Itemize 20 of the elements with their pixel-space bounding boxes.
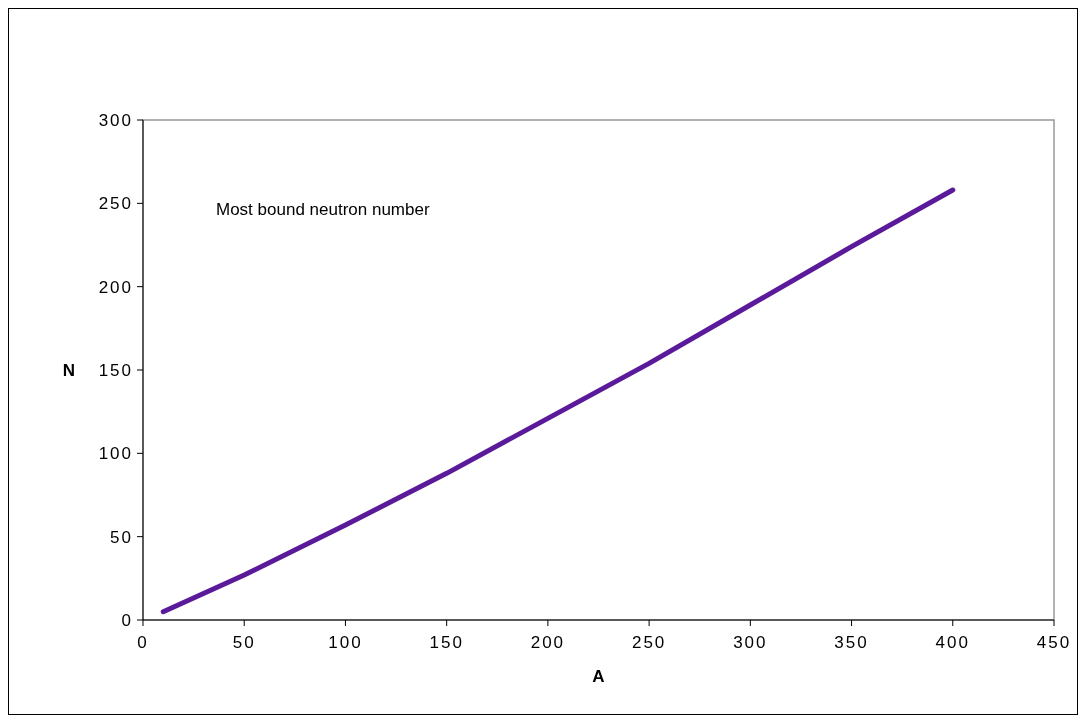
x-tick-label: 450 xyxy=(1036,633,1072,652)
x-tick-label: 0 xyxy=(137,633,149,652)
x-tick-label: 150 xyxy=(429,633,464,652)
x-tick-label: 300 xyxy=(733,633,768,652)
y-tick-label: 250 xyxy=(98,194,133,214)
x-axis-title: A xyxy=(592,667,605,686)
y-tick-label: 100 xyxy=(98,444,133,464)
annotation: Most bound neutron number xyxy=(216,200,430,219)
x-tick-label: 100 xyxy=(328,633,363,652)
y-tick-label: 150 xyxy=(98,361,133,380)
x-tick-label: 350 xyxy=(834,633,869,652)
y-tick-label: 50 xyxy=(110,527,133,547)
y-tick-label: 300 xyxy=(98,111,133,130)
y-tick-label: 200 xyxy=(98,277,133,297)
x-tick-label: 250 xyxy=(631,633,667,652)
x-tick-label: 400 xyxy=(935,633,970,652)
x-tick-label: 200 xyxy=(530,633,566,652)
x-tick-label: 50 xyxy=(232,633,256,652)
y-axis-title: N xyxy=(62,361,75,380)
y-tick-label: 0 xyxy=(121,611,133,630)
